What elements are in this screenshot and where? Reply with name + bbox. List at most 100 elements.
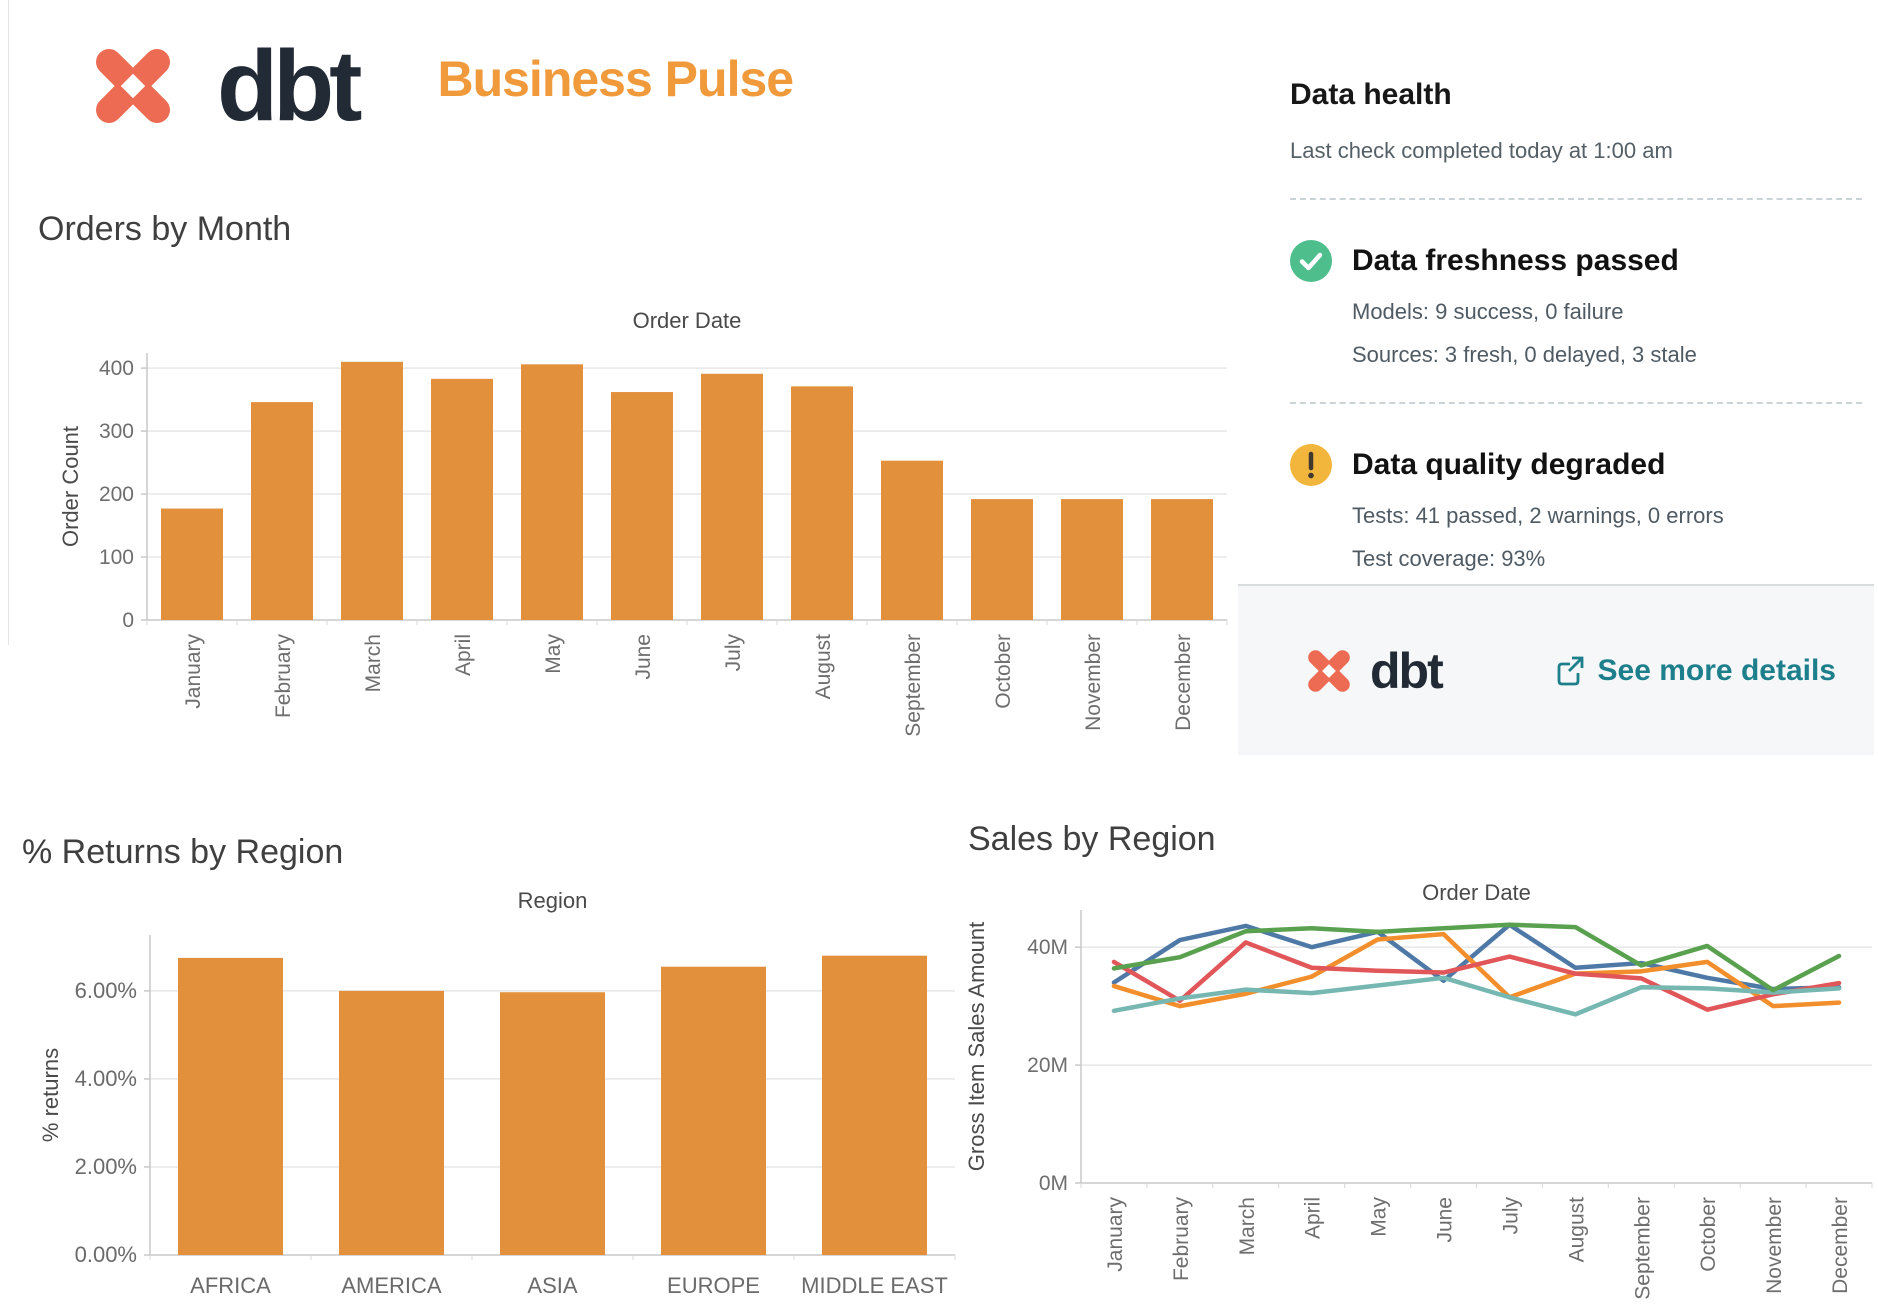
svg-text:August: August <box>1565 1197 1588 1263</box>
divider <box>1290 198 1862 200</box>
bar-March[interactable] <box>341 361 403 620</box>
svg-text:Gross Item Sales Amount: Gross Item Sales Amount <box>964 922 989 1171</box>
svg-text:November: November <box>1763 1197 1786 1294</box>
svg-text:January: January <box>1104 1197 1127 1272</box>
line-series-orange[interactable] <box>1111 931 1842 1009</box>
dbt-logo-icon <box>96 49 170 123</box>
returns-by-region-chart[interactable]: 0.00% 2.00% 4.00% 6.00% AFRICA AMERICA ASIA EUR… <box>20 878 980 1308</box>
bar-ASIA[interactable] <box>500 992 605 1255</box>
coverage-summary: Test coverage: 93% <box>1352 546 1546 571</box>
quality-status-title: Data quality degraded <box>1352 448 1666 481</box>
svg-text:January: January <box>182 634 205 709</box>
svg-text:20M: 20M <box>1027 1054 1068 1077</box>
svg-text:October: October <box>1697 1197 1720 1272</box>
svg-text:MIDDLE EAST: MIDDLE EAST <box>801 1273 948 1298</box>
svg-text:AMERICA: AMERICA <box>341 1273 442 1298</box>
bar-AFRICA[interactable] <box>178 957 283 1255</box>
bar-June[interactable] <box>611 392 673 620</box>
svg-text:September: September <box>902 634 925 737</box>
external-link-icon <box>1557 656 1583 685</box>
see-more-details-label: See more details <box>1597 653 1836 687</box>
svg-text:December: December <box>1172 634 1195 731</box>
svg-text:Order Date: Order Date <box>1422 880 1531 905</box>
svg-text:40M: 40M <box>1027 936 1068 959</box>
svg-text:July: July <box>722 634 745 672</box>
svg-text:February: February <box>1170 1197 1193 1282</box>
header: dbt Business Pulse <box>85 30 794 142</box>
see-more-details-link[interactable]: See more details <box>1553 654 1836 688</box>
data-health-panel: Data health Last check completed today a… <box>1290 78 1862 572</box>
bar-August[interactable] <box>791 386 853 620</box>
svg-text:April: April <box>452 634 475 676</box>
warning-circle-icon <box>1290 444 1332 486</box>
bar-July[interactable] <box>701 373 763 620</box>
svg-text:EUROPE: EUROPE <box>667 1273 760 1298</box>
svg-text:0: 0 <box>122 609 134 632</box>
svg-text:Region: Region <box>518 888 588 913</box>
bar-May[interactable] <box>521 364 583 620</box>
svg-text:400: 400 <box>99 357 134 380</box>
check-circle-icon <box>1290 240 1332 282</box>
dbt-wordmark: dbt <box>217 30 362 142</box>
svg-text:May: May <box>1368 1197 1391 1237</box>
bar-October[interactable] <box>971 499 1033 620</box>
svg-text:ASIA: ASIA <box>527 1273 577 1298</box>
svg-text:April: April <box>1302 1197 1325 1239</box>
svg-text:6.00%: 6.00% <box>75 978 137 1003</box>
svg-text:June: June <box>632 634 655 680</box>
bar-MIDDLE EAST[interactable] <box>822 955 927 1255</box>
bar-AMERICA[interactable] <box>339 990 444 1255</box>
tests-summary: Tests: 41 passed, 2 warnings, 0 errors <box>1352 503 1724 528</box>
bar-EUROPE[interactable] <box>661 966 766 1255</box>
svg-text:May: May <box>542 634 565 674</box>
svg-text:0M: 0M <box>1039 1172 1068 1195</box>
bar-April[interactable] <box>431 378 493 620</box>
bar-January[interactable] <box>161 508 223 620</box>
svg-text:February: February <box>272 634 295 719</box>
freshness-status-title: Data freshness passed <box>1352 244 1679 277</box>
freshness-status-row: Data freshness passed Models: 9 success,… <box>1290 240 1862 368</box>
svg-text:August: August <box>812 634 835 700</box>
svg-text:December: December <box>1829 1197 1852 1294</box>
bar-November[interactable] <box>1061 499 1123 620</box>
svg-text:October: October <box>992 634 1015 709</box>
bar-February[interactable] <box>251 402 313 620</box>
dbt-wordmark: dbt <box>1370 642 1444 699</box>
svg-text:July: July <box>1499 1197 1522 1235</box>
data-health-footer: dbt See more details <box>1238 584 1874 755</box>
line-series-red[interactable] <box>1111 940 1842 1012</box>
page-title: Business Pulse <box>437 51 794 107</box>
svg-text:100: 100 <box>99 546 134 569</box>
last-check-text: Last check completed today at 1:00 am <box>1290 138 1673 163</box>
orders-by-month-chart[interactable]: 0 100 200 300 400 January February March April Ma… <box>60 298 1240 758</box>
svg-text:November: November <box>1082 634 1105 731</box>
svg-text:March: March <box>1236 1197 1259 1255</box>
dbt-logo-icon <box>1308 649 1350 692</box>
sales-by-region-chart[interactable]: 0M 20M 40M January February March April May June… <box>960 878 1878 1312</box>
line-series-green[interactable] <box>1111 922 1842 993</box>
bar-September[interactable] <box>881 460 943 620</box>
svg-text:September: September <box>1631 1197 1654 1300</box>
svg-text:200: 200 <box>99 483 134 506</box>
dbt-footer-brand: dbt <box>1302 642 1444 700</box>
divider <box>1290 402 1862 404</box>
svg-text:2.00%: 2.00% <box>75 1154 137 1179</box>
svg-text:0.00%: 0.00% <box>75 1242 137 1267</box>
window-edge-divider <box>8 0 9 645</box>
sources-summary: Sources: 3 fresh, 0 delayed, 3 stale <box>1352 342 1697 367</box>
svg-text:Order Count: Order Count <box>60 426 83 547</box>
line-series-blue[interactable] <box>1111 922 1842 992</box>
orders-by-month-title: Orders by Month <box>38 210 292 248</box>
models-summary: Models: 9 success, 0 failure <box>1352 299 1624 324</box>
svg-text:AFRICA: AFRICA <box>190 1273 271 1298</box>
returns-by-region-title: % Returns by Region <box>22 833 344 871</box>
svg-text:Order Date: Order Date <box>633 308 742 333</box>
svg-text:June: June <box>1434 1197 1457 1243</box>
bar-December[interactable] <box>1151 499 1213 620</box>
data-health-title: Data health <box>1290 78 1452 111</box>
svg-text:300: 300 <box>99 420 134 443</box>
svg-text:% returns: % returns <box>38 1048 63 1142</box>
line-series-teal[interactable] <box>1111 975 1842 1017</box>
svg-text:4.00%: 4.00% <box>75 1066 137 1091</box>
